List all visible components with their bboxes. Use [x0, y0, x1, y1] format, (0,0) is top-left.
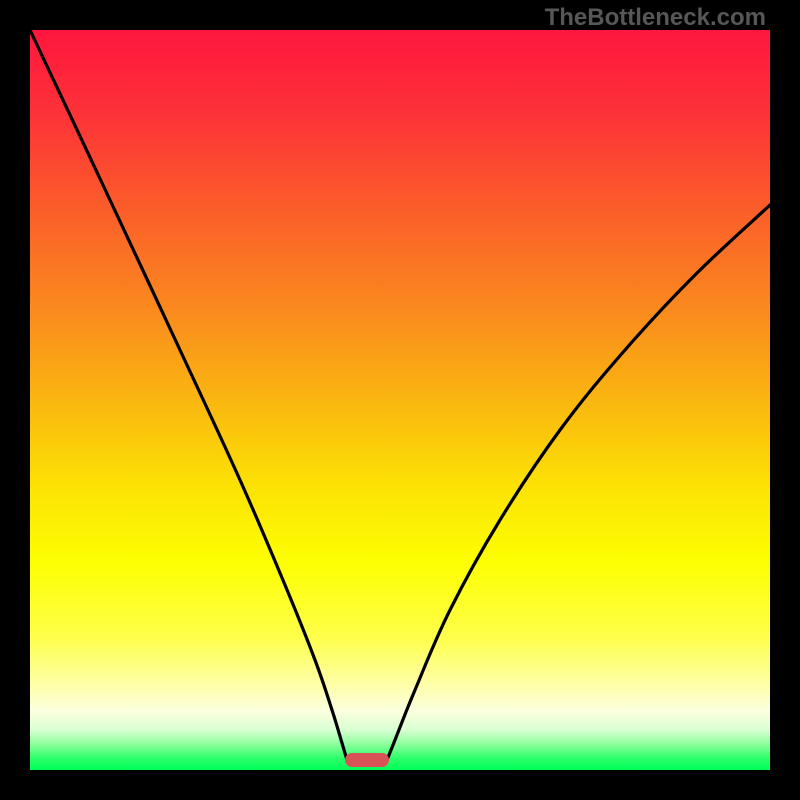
plot-area — [30, 30, 770, 770]
curve-layer — [30, 30, 770, 770]
chart-container: TheBottleneck.com — [0, 0, 800, 800]
optimal-marker — [345, 753, 389, 767]
bottleneck-curve-left — [30, 30, 347, 760]
watermark-text: TheBottleneck.com — [545, 4, 766, 32]
bottleneck-curve-right — [387, 205, 770, 760]
